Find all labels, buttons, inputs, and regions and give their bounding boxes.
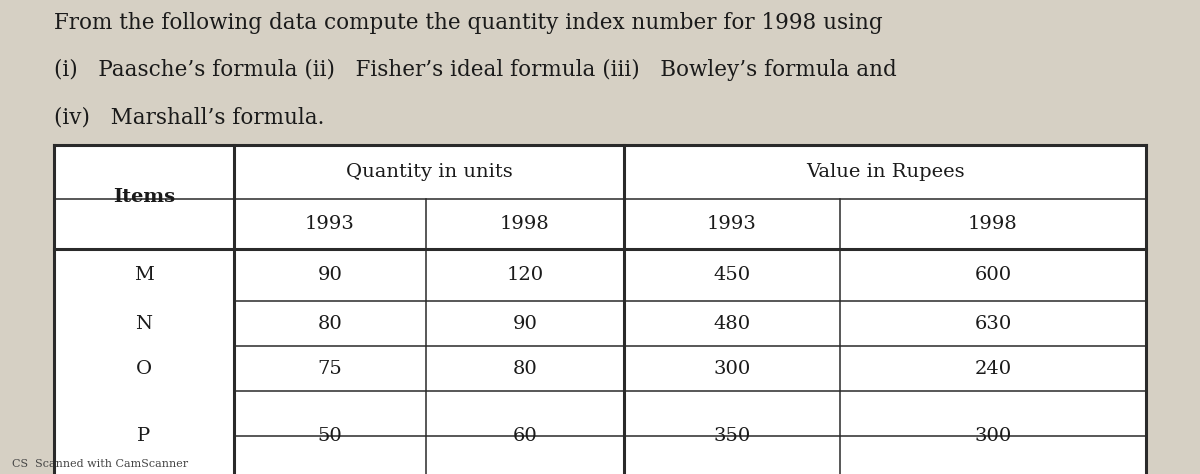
Text: 600: 600 xyxy=(974,266,1012,284)
Text: 80: 80 xyxy=(512,360,538,377)
Text: (i)   Paasche’s formula (ii)   Fisher’s ideal formula (iii)   Bowley’s formula a: (i) Paasche’s formula (ii) Fisher’s idea… xyxy=(54,59,896,82)
Text: N: N xyxy=(136,315,152,332)
Text: CS  Scanned with CamScanner: CS Scanned with CamScanner xyxy=(12,459,188,469)
Text: 630: 630 xyxy=(974,315,1012,332)
Text: Value in Rupees: Value in Rupees xyxy=(805,163,965,181)
Text: 90: 90 xyxy=(318,266,342,284)
Text: Items: Items xyxy=(113,188,175,206)
Text: 90: 90 xyxy=(512,315,538,332)
Text: 1993: 1993 xyxy=(305,215,355,233)
Text: From the following data compute the quantity index number for 1998 using: From the following data compute the quan… xyxy=(54,12,883,34)
Text: 350: 350 xyxy=(713,427,751,445)
Text: 1993: 1993 xyxy=(707,215,757,233)
Text: (iv)   Marshall’s formula.: (iv) Marshall’s formula. xyxy=(54,107,324,128)
Text: 480: 480 xyxy=(714,315,750,332)
Text: 80: 80 xyxy=(318,315,342,332)
Text: M: M xyxy=(134,266,154,284)
Text: 75: 75 xyxy=(318,360,342,377)
Text: 50: 50 xyxy=(318,427,342,445)
Text: Quantity in units: Quantity in units xyxy=(346,163,512,181)
Text: 60: 60 xyxy=(512,427,538,445)
Text: 1998: 1998 xyxy=(500,215,550,233)
Text: 120: 120 xyxy=(506,266,544,284)
Text: 450: 450 xyxy=(714,266,750,284)
Text: 300: 300 xyxy=(974,427,1012,445)
Text: 300: 300 xyxy=(713,360,751,377)
Text: O: O xyxy=(136,360,152,377)
Text: 1998: 1998 xyxy=(968,215,1018,233)
Text: P: P xyxy=(137,427,151,445)
Text: 240: 240 xyxy=(974,360,1012,377)
